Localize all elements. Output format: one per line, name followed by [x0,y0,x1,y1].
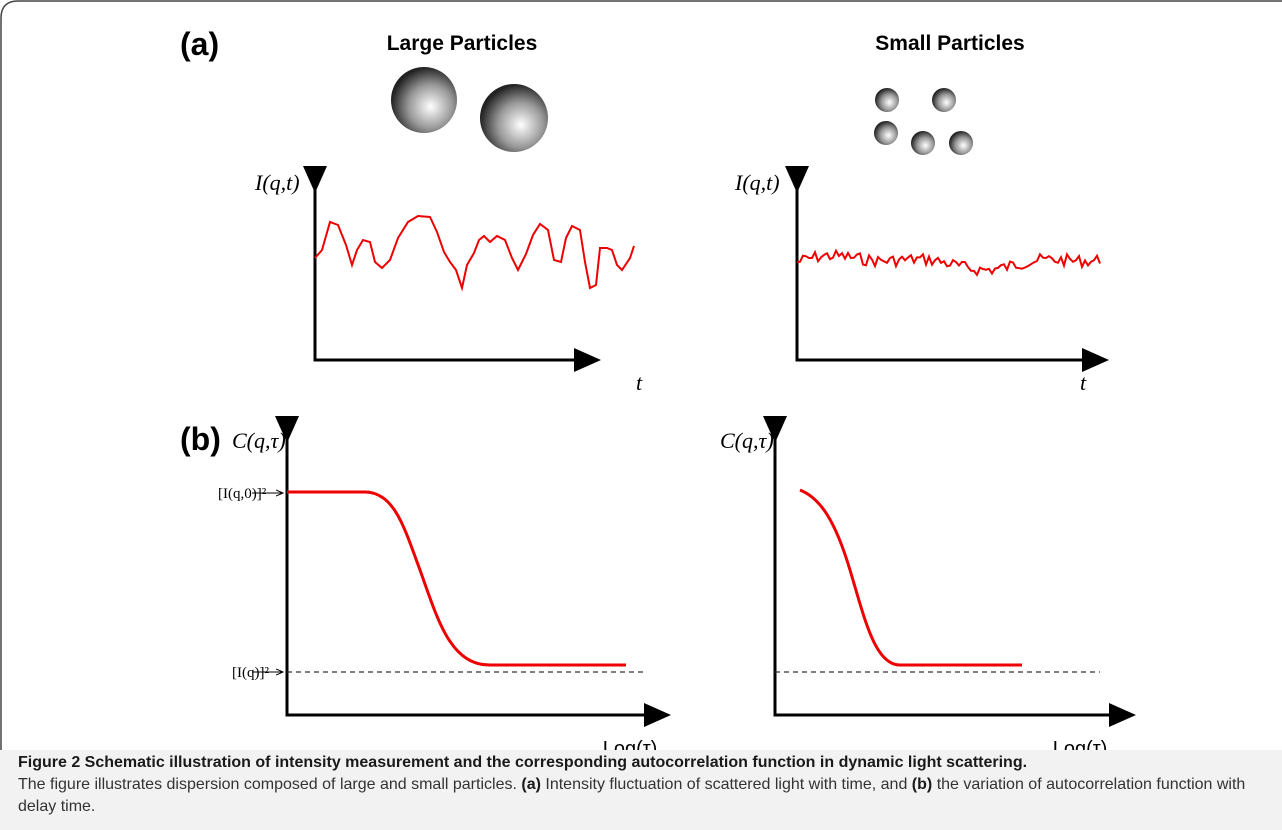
axis-label: C(q,τ) [232,428,286,453]
panel-title: Small Particles [875,32,1024,55]
axis-label: I(q,t) [734,170,780,195]
caption-bold: (b) [911,776,933,793]
caption: Figure 2 Schematic illustration of inten… [0,750,1282,830]
caption-text: The figure illustrates dispersion compos… [18,776,517,793]
axis-label: t [636,370,643,395]
level-label: [I(q)]² [232,665,269,681]
axis-label: t [1080,370,1087,395]
panel-title: Large Particles [387,32,538,55]
figure: (a) Large Particles Small Particles I(q,… [0,0,1282,752]
axes [275,166,1136,727]
panel-label: (b) [180,421,221,457]
caption-title: Figure 2 Schematic illustration of inten… [18,754,1028,771]
caption-text: Intensity fluctuation of scattered light… [545,776,908,793]
axis-label: Log(τ) [603,738,658,752]
autocorrelation-curve [287,488,1022,667]
level-label: [I(q,0)]² [218,486,267,502]
panel-label: (a) [180,26,219,62]
axis-label: I(q,t) [254,170,300,195]
caption-bold: (a) [521,776,541,793]
intensity-trace [796,248,1101,277]
axis-label: Log(τ) [1053,738,1108,752]
intensity-trace [314,214,635,292]
axis-label: C(q,τ) [720,428,774,453]
frame [0,0,1282,752]
level-arrows [252,493,283,672]
caption-text: the variation of autocorrelation functio… [18,776,1246,815]
particles [391,67,973,155]
